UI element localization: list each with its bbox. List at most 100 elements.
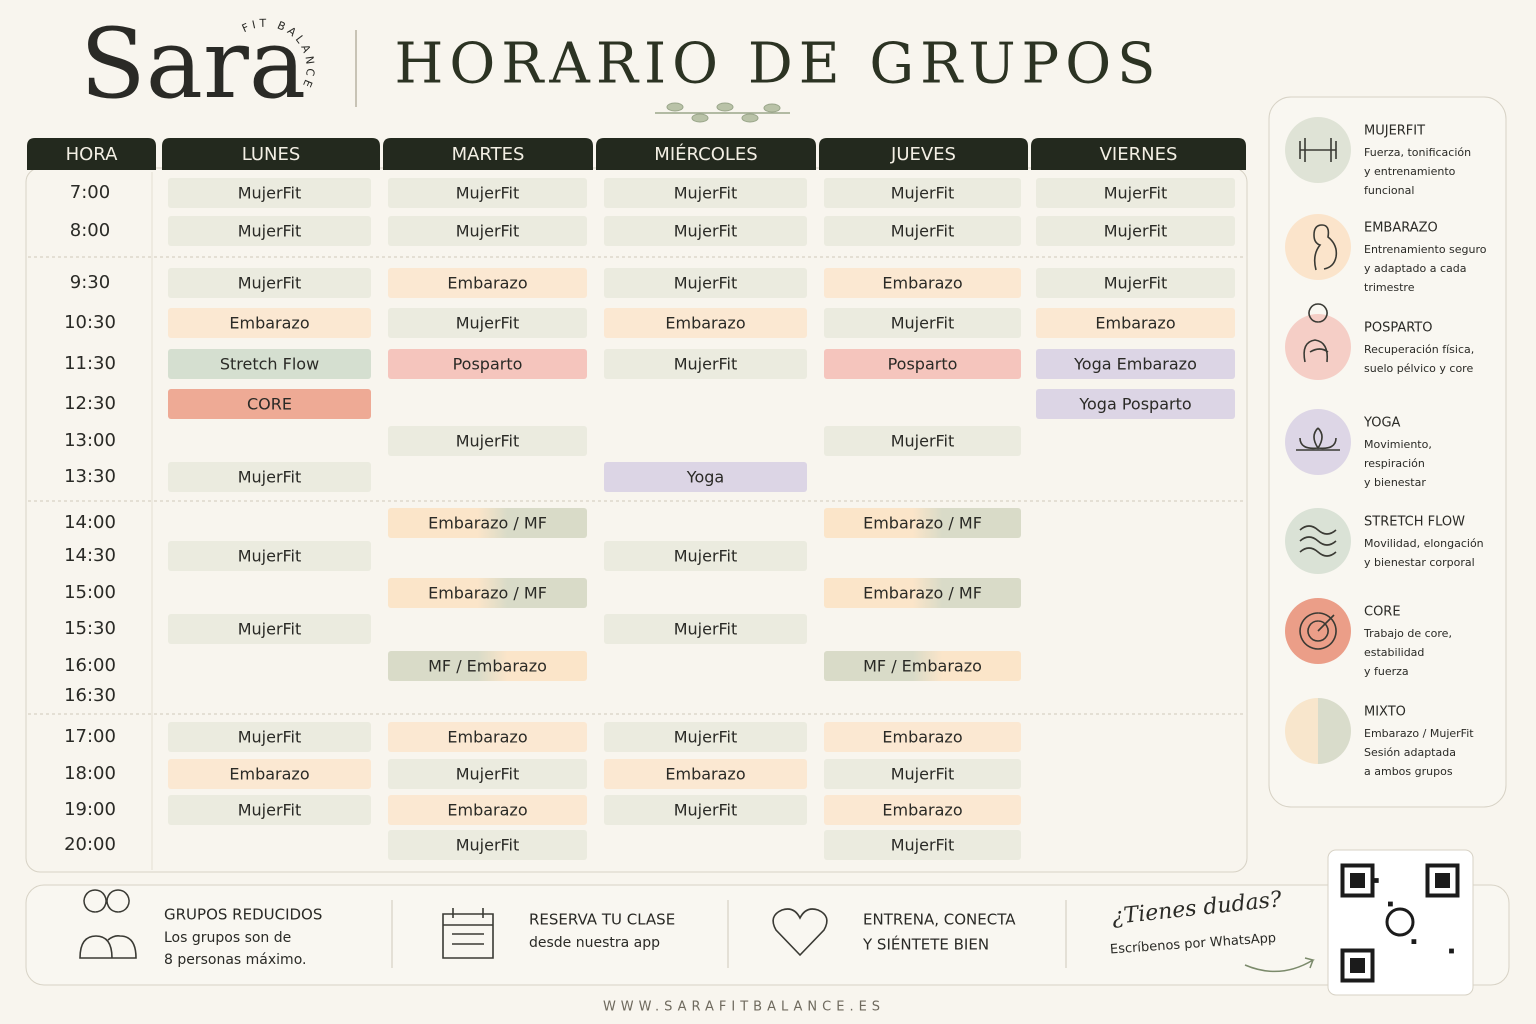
class-label: MujerFit [238, 468, 302, 487]
class-cell [1036, 216, 1235, 246]
class-cell [388, 759, 587, 789]
class-cell [604, 178, 807, 208]
legend-description: Embarazo / MujerFit [1364, 727, 1474, 740]
legend-title: MUJERFIT [1364, 124, 1425, 139]
class-cell [168, 795, 371, 825]
legend-description: y bienestar corporal [1364, 556, 1475, 569]
class-label: MF / Embarazo [428, 657, 547, 676]
class-label: MujerFit [891, 432, 955, 451]
class-cell [388, 178, 587, 208]
legend-title: POSPARTO [1364, 321, 1433, 336]
class-label: MF / Embarazo [863, 657, 982, 676]
time-label: 18:00 [64, 763, 116, 784]
column-header-label: MIÉRCOLES [654, 143, 757, 165]
class-label: Embarazo [665, 765, 745, 784]
legend-description: Fuerza, tonificación [1364, 146, 1471, 159]
class-label: Yoga Posparto [1078, 395, 1191, 414]
arrow [1244, 957, 1315, 973]
class-label: Embarazo [229, 765, 309, 784]
legend-swatch [1285, 698, 1318, 764]
class-label: MujerFit [891, 314, 955, 333]
legend-description: Sesión adaptada [1364, 746, 1456, 759]
legend-description: estabilidad [1364, 646, 1424, 659]
class-cell [168, 759, 371, 789]
class-label: MujerFit [238, 184, 302, 203]
time-label: 17:00 [64, 726, 116, 747]
class-label: CORE [247, 395, 292, 414]
legend-title: MIXTO [1364, 705, 1406, 720]
legend-icon [1296, 427, 1340, 451]
class-cell [388, 426, 587, 456]
class-cell [824, 578, 1021, 608]
class-label: MujerFit [674, 801, 738, 820]
class-label: Embarazo / MF [863, 514, 982, 533]
legend-swatch [1285, 409, 1351, 475]
legend-title: STRETCH FLOW [1364, 515, 1465, 530]
class-label: Embarazo [1095, 314, 1175, 333]
class-cell [1036, 389, 1235, 419]
time-label: 13:00 [64, 430, 116, 451]
class-cell [604, 795, 807, 825]
class-cell [1036, 178, 1235, 208]
footer-title: RESERVA TU CLASE [529, 911, 675, 929]
class-label: MujerFit [674, 184, 738, 203]
footer-title: ENTRENA, CONECTA [863, 911, 1016, 929]
legend-description: y bienestar [1364, 476, 1426, 489]
class-label: Embarazo [447, 801, 527, 820]
time-label: 7:00 [70, 182, 110, 203]
class-label: Yoga [686, 468, 724, 487]
class-label: MujerFit [238, 728, 302, 747]
legend-description: trimestre [1364, 281, 1415, 294]
column-header [1031, 138, 1246, 170]
class-cell [388, 308, 587, 338]
class-label: Embarazo [447, 728, 527, 747]
class-label: Embarazo [229, 314, 309, 333]
legend-icon [1299, 138, 1337, 162]
ornament [655, 102, 790, 123]
footer-icon [772, 908, 828, 957]
class-cell [168, 462, 371, 492]
legend-description: Movimiento, [1364, 438, 1432, 451]
footer-icon [79, 889, 137, 959]
class-cell [168, 389, 371, 419]
class-cell [824, 268, 1021, 298]
class-label: MujerFit [891, 836, 955, 855]
column-header-label: MARTES [452, 144, 525, 165]
class-label: MujerFit [674, 355, 738, 374]
legend-description: respiración [1364, 457, 1425, 470]
qr-module [1449, 948, 1454, 954]
class-label: MujerFit [456, 836, 520, 855]
content: HORA LUNES MARTES MIÉRCOLES JUEVES VIERNES 7:0… [27, 117, 1487, 1015]
time-label: 15:30 [64, 618, 116, 639]
time-label: 13:30 [64, 466, 116, 487]
column-header-label: LUNES [242, 144, 301, 165]
column-header [819, 138, 1028, 170]
time-label: 16:00 [64, 655, 116, 676]
class-label: MujerFit [238, 274, 302, 293]
class-cell [824, 759, 1021, 789]
class-label: MujerFit [456, 314, 520, 333]
class-cell [604, 308, 807, 338]
qr-module [1388, 901, 1393, 907]
class-cell [604, 216, 807, 246]
footer-title: Y SIÉNTETE BIEN [862, 935, 989, 954]
page-title: HORARIO DE GRUPOS [395, 32, 1162, 97]
class-cell [168, 178, 371, 208]
class-cell [604, 614, 807, 644]
class-cell [1036, 349, 1235, 379]
class-label: MujerFit [238, 222, 302, 241]
class-cell [824, 349, 1021, 379]
class-label: Embarazo / MF [428, 514, 547, 533]
class-label: MujerFit [238, 547, 302, 566]
class-cell [604, 759, 807, 789]
qr-finder [1350, 958, 1365, 973]
class-cell [388, 830, 587, 860]
footer-text: 8 personas máximo. [164, 952, 306, 968]
legend-description: y adaptado a cada [1364, 262, 1466, 275]
column-header-label: VIERNES [1100, 144, 1178, 165]
legend-title: EMBARAZO [1364, 221, 1438, 236]
legend-description: Movilidad, elongación [1364, 537, 1484, 550]
class-label: MujerFit [456, 222, 520, 241]
class-cell [824, 308, 1021, 338]
logo: Sara [80, 8, 306, 120]
